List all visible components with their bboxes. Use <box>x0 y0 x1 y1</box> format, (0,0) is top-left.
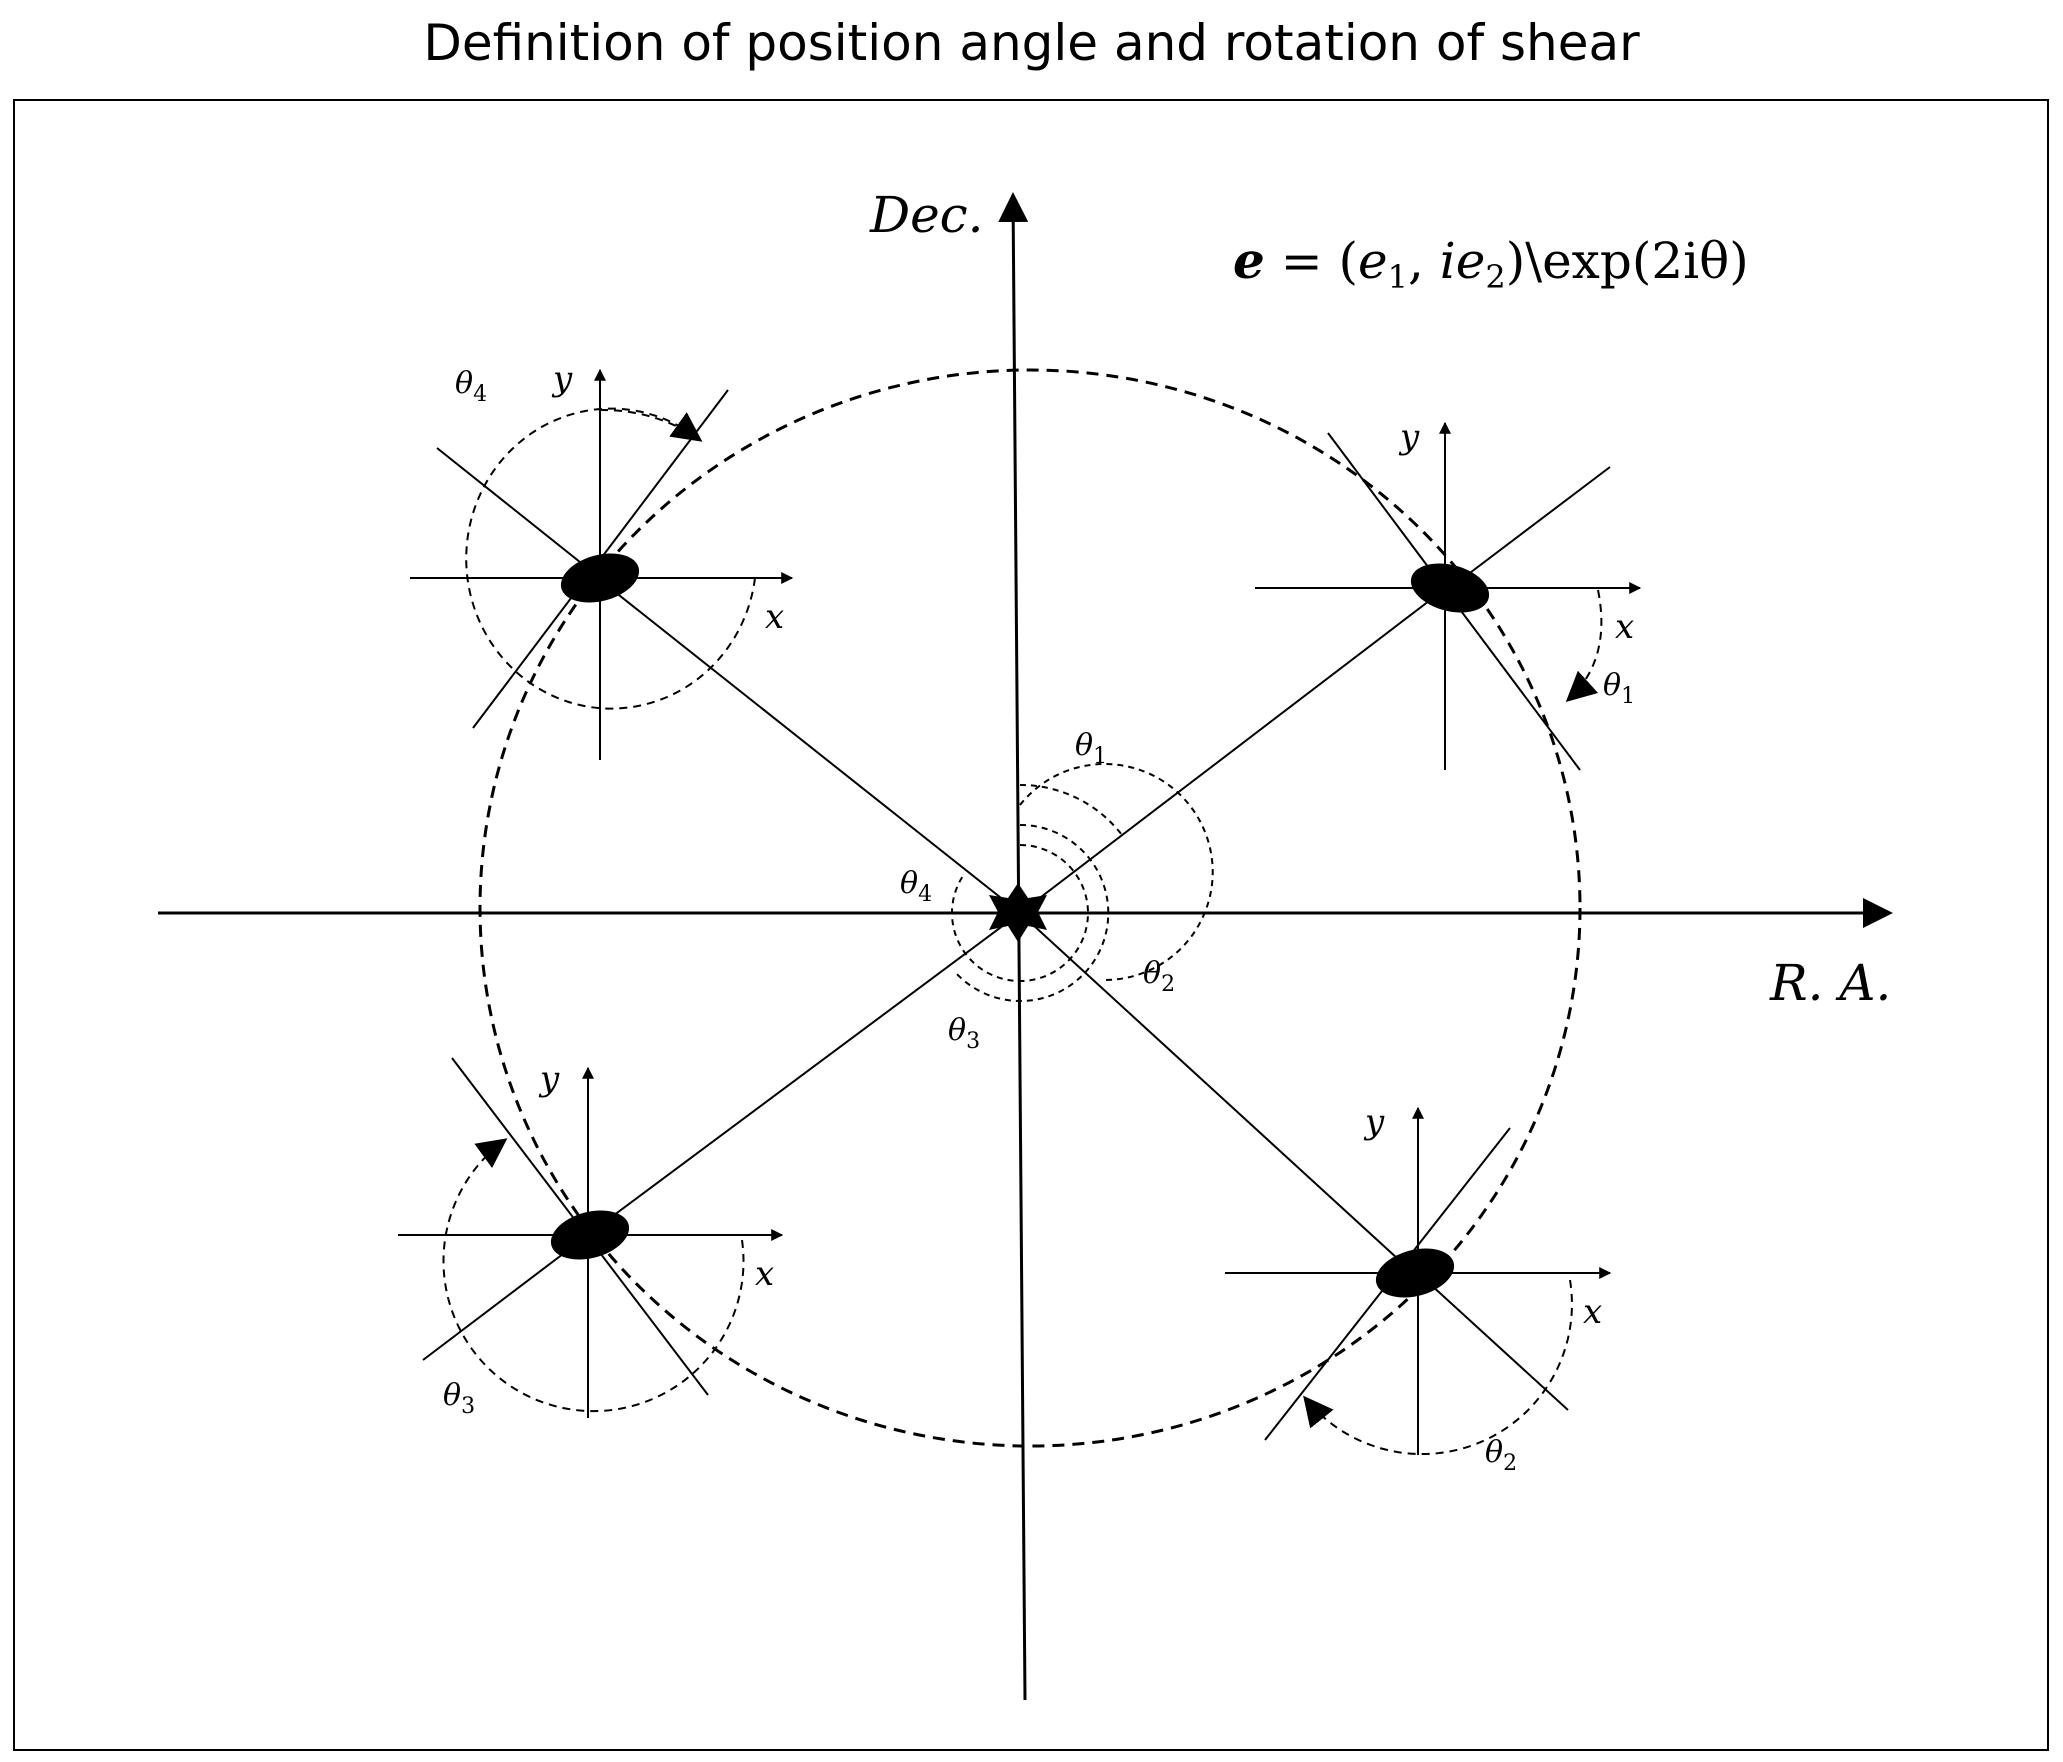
centre-theta-2-label: θ2 <box>1143 956 1175 997</box>
centre-theta-3-label: θ3 <box>948 1013 980 1054</box>
galaxy-3-ellipse <box>550 1210 630 1260</box>
galaxy-1-ellipse <box>1410 563 1490 613</box>
dashed-ellipse <box>478 368 1582 1448</box>
centre-theta-1-label: θ1 <box>1075 728 1107 769</box>
lens-star-icon <box>989 883 1047 942</box>
galaxy-4-theta-label: θ4 <box>455 366 487 407</box>
galaxy-4-y-label: y <box>551 359 573 399</box>
centre-theta-4-label: θ4 <box>900 866 932 907</box>
radial-line-4 <box>599 579 1021 914</box>
radial-line-3 <box>589 912 1021 1234</box>
galaxy-2-ellipse <box>1375 1248 1455 1298</box>
centre-angle-arcs <box>951 763 1214 1002</box>
galaxy-2-theta-label: θ2 <box>1485 1435 1517 1476</box>
galaxy-group-4: x y θ4 <box>410 359 794 760</box>
galaxy-group-3: x y θ3 <box>398 1057 784 1419</box>
galaxy-3-x-label: x <box>755 1254 774 1294</box>
galaxy-3-y-label: y <box>538 1059 560 1099</box>
dec-axis <box>998 192 1029 1701</box>
plot-frame <box>13 99 2049 1751</box>
ra-axis-label: R. A. <box>1769 954 1891 1012</box>
galaxy-group-2: x y θ2 <box>1225 1102 1612 1476</box>
diagram-title: Definition of position angle and rotatio… <box>423 14 1640 72</box>
galaxy-2-x-label: x <box>1583 1292 1602 1332</box>
galaxy-1-x-label: x <box>1615 607 1634 647</box>
dec-axis-label: Dec. <box>869 186 984 244</box>
galaxy-2-y-label: y <box>1363 1102 1385 1142</box>
galaxy-3-theta-label: θ3 <box>443 1378 475 1419</box>
radial-line-2 <box>1019 912 1411 1271</box>
galaxy-1-y-label: y <box>1398 417 1420 457</box>
radial-line-1 <box>1019 584 1451 914</box>
galaxy-4-ellipse <box>560 553 640 603</box>
galaxy-group-1: x y θ1 <box>1255 417 1642 771</box>
galaxy-1-theta-label: θ1 <box>1603 668 1635 709</box>
ellipticity-formula: e = (e1, ie2)\exp(2iθ) <box>1233 231 1749 296</box>
galaxy-4-x-label: x <box>765 597 784 637</box>
